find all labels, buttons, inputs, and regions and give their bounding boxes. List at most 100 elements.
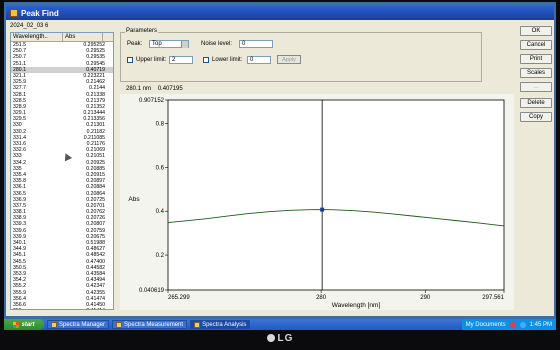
table-row[interactable]: 334.2 0.20925: [11, 160, 113, 166]
app-icon: [116, 321, 123, 328]
table-row[interactable]: 339.6 0.20759: [11, 228, 113, 234]
noise-level-input[interactable]: 0: [239, 40, 273, 48]
ok-button[interactable]: OK: [520, 26, 552, 36]
table-row[interactable]: 356.4 0.41474: [11, 296, 113, 302]
abs-cell: 0.21338: [86, 91, 105, 98]
readout-y: 0.407195: [157, 86, 183, 92]
table-row[interactable]: 338.1 0.20762: [11, 209, 113, 215]
x-axis-label: Wavelength [nm]: [332, 302, 381, 309]
abs-cell: 0.21069: [86, 147, 105, 154]
table-row[interactable]: 321.1 0.223221: [11, 73, 113, 79]
wavelength-column-header[interactable]: Wavelength..: [11, 33, 63, 41]
table-row[interactable]: 340.1 0.51988: [11, 240, 113, 246]
table-row[interactable]: 345.5 0.47400: [11, 259, 113, 265]
table-row[interactable]: 251.5 0.295252: [11, 42, 113, 48]
table-row[interactable]: 339.3 0.20807: [11, 221, 113, 227]
table-row[interactable]: 335 0.20885: [11, 166, 113, 172]
table-row[interactable]: 350.5 0.44582: [11, 265, 113, 271]
table-row[interactable]: 250.7 0.29525: [11, 48, 113, 54]
security-icon[interactable]: [509, 321, 516, 328]
table-row[interactable]: 331.4 0.211085: [11, 135, 113, 141]
window-titlebar[interactable]: Peak Find: [6, 6, 554, 20]
table-row[interactable]: 329.1 0.213444: [11, 110, 113, 116]
readout-x: 280.1: [126, 86, 142, 92]
app-icon: [10, 9, 18, 17]
upper-limit-input[interactable]: 2: [169, 56, 193, 64]
taskbar-task[interactable]: Spectra Measurement: [112, 320, 188, 329]
abs-cell: 0.213356: [83, 116, 105, 123]
table-row[interactable]: 332.6 0.21069: [11, 147, 113, 153]
table-row[interactable]: 250.7 0.29535: [11, 54, 113, 60]
delete-button[interactable]: Delete: [520, 98, 552, 108]
table-row[interactable]: 330.2 0.21182: [11, 129, 113, 135]
table-row[interactable]: 325.9 0.21462: [11, 79, 113, 85]
wavelength-cell: 335.8: [13, 178, 26, 185]
table-row[interactable]: 355.9 0.42355: [11, 290, 113, 296]
abs-cell: 0.20915: [86, 171, 105, 178]
abs-cell: 0.41450: [86, 301, 105, 308]
lower-limit-input[interactable]: 0: [247, 56, 271, 64]
table-row[interactable]: 336.9 0.20725: [11, 197, 113, 203]
table-row[interactable]: 353.9 0.43584: [11, 271, 113, 277]
table-row[interactable]: 3590.41414: [11, 308, 113, 309]
table-row[interactable]: 328.1 0.21338: [11, 92, 113, 98]
wavelength-cell: 333: [13, 153, 22, 160]
table-row[interactable]: 329.5 0.213356: [11, 116, 113, 122]
table-row[interactable]: 335.4 0.20915: [11, 172, 113, 178]
y-tick-label: 0.6: [156, 165, 165, 171]
table-row[interactable]: 280.1 0.40719: [11, 66, 113, 73]
abs-cell: 0.21379: [86, 97, 105, 104]
table-row[interactable]: 328.5 0.21379: [11, 98, 113, 104]
abs-cell: 0.21176: [86, 141, 105, 147]
scales-button[interactable]: Scales: [520, 68, 552, 78]
wavelength-cell: 325.9: [13, 79, 26, 86]
table-row[interactable]: 331.6 0.21176: [11, 141, 113, 147]
table-row[interactable]: 355.2 0.42347: [11, 283, 113, 289]
app-icon: [194, 321, 201, 328]
table-row[interactable]: 336.1 0.20884: [11, 184, 113, 190]
wavelength-cell: 329.5: [13, 116, 26, 123]
wavelength-cell: 356.4: [13, 295, 26, 302]
lower-limit-checkbox[interactable]: [203, 57, 209, 63]
table-row[interactable]: 354.2 0.43494: [11, 277, 113, 283]
peak-select[interactable]: Top: [149, 40, 189, 48]
table-row[interactable]: 333 0.21051: [11, 153, 113, 159]
table-row[interactable]: 335.8 0.20897: [11, 178, 113, 184]
desktop-screen: Peak Find 2024_02_03 6 Wavelength.. Abs …: [4, 2, 556, 330]
table-row[interactable]: 338.9 0.20726: [11, 215, 113, 221]
upper-limit-checkbox[interactable]: [127, 57, 133, 63]
taskbar: start Spectra Manager Spectra Measurement…: [4, 319, 556, 330]
table-row[interactable]: 327.7 0.2144: [11, 85, 113, 91]
wavelength-cell: 355.2: [13, 283, 26, 290]
abs-cell: 0.29545: [86, 60, 105, 67]
apply-button[interactable]: Apply: [277, 55, 301, 64]
system-tray: My Documents 1:45 PM: [461, 319, 556, 330]
peak-list[interactable]: Wavelength.. Abs 251.5 0.295252 250.7 0.295…: [10, 32, 114, 310]
start-button[interactable]: start: [4, 319, 44, 330]
table-row[interactable]: 330 0.21301: [11, 122, 113, 128]
abs-column-header[interactable]: Abs: [63, 33, 103, 41]
chevron-down-icon[interactable]: [181, 41, 188, 48]
table-row[interactable]: 345.1 0.48542: [11, 252, 113, 258]
wavelength-cell: 337.5: [13, 202, 26, 209]
tray-documents[interactable]: My Documents: [465, 321, 506, 328]
table-row[interactable]: 344.9 0.48627: [11, 246, 113, 252]
wavelength-cell: 329.1: [13, 110, 26, 117]
table-row[interactable]: 339.9 0.20675: [11, 234, 113, 240]
wavelength-cell: 251.1: [13, 60, 26, 67]
network-icon[interactable]: [519, 321, 526, 328]
taskbar-task[interactable]: Spectra Analysis: [190, 320, 251, 329]
table-row[interactable]: 337.5 0.20701: [11, 203, 113, 209]
table-row[interactable]: 336.5 0.20864: [11, 191, 113, 197]
wavelength-cell: 331.6: [13, 141, 26, 147]
cancel-button[interactable]: Cancel: [520, 40, 552, 50]
table-row[interactable]: 251.1 0.29545: [11, 61, 113, 67]
plot-area[interactable]: [167, 99, 505, 291]
taskbar-task[interactable]: Spectra Manager: [47, 320, 110, 329]
more-button[interactable]: ...: [520, 82, 552, 92]
print-button[interactable]: Print: [520, 54, 552, 64]
copy-button[interactable]: Copy: [520, 112, 552, 122]
table-row[interactable]: 328.9 0.21352: [11, 104, 113, 110]
table-row[interactable]: 356.6 0.41450: [11, 302, 113, 308]
